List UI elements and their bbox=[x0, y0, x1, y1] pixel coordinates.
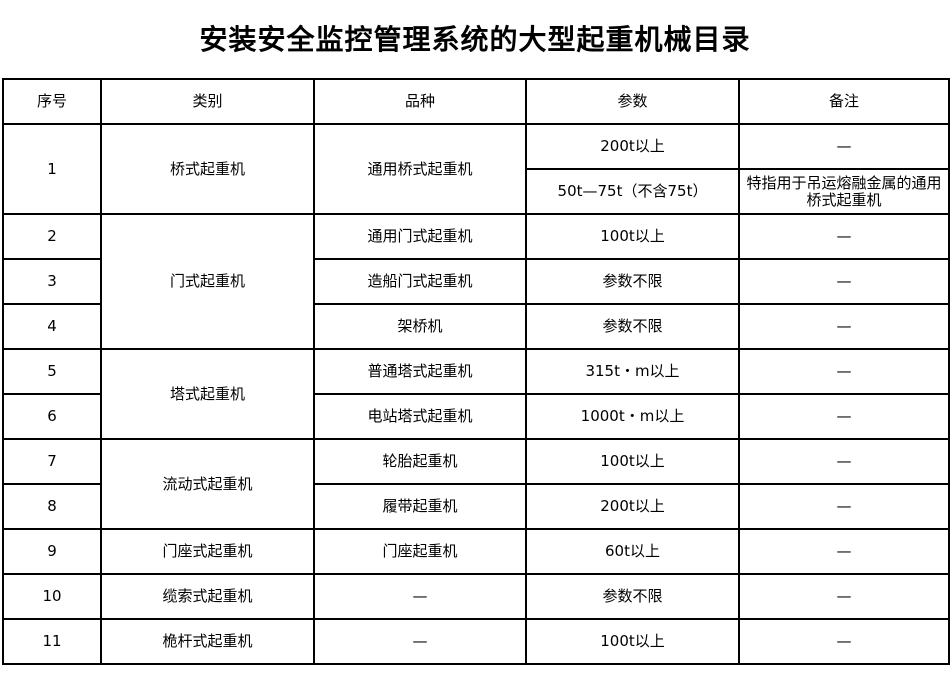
cell-category: 流动式起重机 bbox=[100, 438, 315, 530]
cell-params: 100t以上 bbox=[525, 618, 740, 665]
cell-params: 100t以上 bbox=[525, 213, 740, 260]
table-row: 50t—75t（不含75t） 特指用于吊运熔融金属的通用桥式起重机 bbox=[3, 168, 950, 215]
cell-variety: 架桥机 bbox=[313, 303, 527, 350]
cell-params: 200t以上 bbox=[525, 123, 740, 170]
table-row: 8 履带起重机 200t以上 — bbox=[2, 483, 950, 530]
cell-notes: — bbox=[738, 438, 950, 485]
cell-no: 10 bbox=[2, 573, 102, 620]
cell-notes: — bbox=[738, 573, 950, 620]
cell-variety: — bbox=[313, 618, 527, 665]
cell-params: 参数不限 bbox=[525, 258, 740, 305]
table-row: 5 塔式起重机 普通塔式起重机 315t・m以上 — bbox=[2, 348, 950, 440]
cell-variety: 普通塔式起重机 bbox=[313, 348, 527, 395]
cell-params: 100t以上 bbox=[525, 438, 740, 485]
cell-variety: 履带起重机 bbox=[313, 483, 527, 530]
cell-variety: 电站塔式起重机 bbox=[313, 393, 527, 440]
cell-category: 塔式起重机 bbox=[100, 348, 315, 440]
cell-category: 桅杆式起重机 bbox=[100, 618, 315, 665]
table-row: 7 流动式起重机 轮胎起重机 100t以上 — bbox=[2, 438, 950, 530]
header-category: 类别 bbox=[100, 78, 315, 125]
cell-no: 5 bbox=[2, 348, 102, 395]
cell-category: 门座式起重机 bbox=[100, 528, 315, 575]
cell-no: 7 bbox=[2, 438, 102, 485]
cell-variety: — bbox=[313, 573, 527, 620]
cell-params: 60t以上 bbox=[525, 528, 740, 575]
table-row: 1 桥式起重机 通用桥式起重机 200t以上 — bbox=[2, 123, 950, 215]
cell-no: 1 bbox=[2, 123, 102, 215]
cell-notes: — bbox=[738, 123, 950, 170]
header-notes: 备注 bbox=[738, 78, 950, 125]
header-variety: 品种 bbox=[313, 78, 527, 125]
cell-variety: 造船门式起重机 bbox=[313, 258, 527, 305]
cell-no: 11 bbox=[2, 618, 102, 665]
table-row: 3 造船门式起重机 参数不限 — bbox=[2, 258, 950, 305]
cell-no: 8 bbox=[2, 483, 102, 530]
cell-params: 315t・m以上 bbox=[525, 348, 740, 395]
cell-category: 缆索式起重机 bbox=[100, 573, 315, 620]
crane-catalog-table: 序号 类别 品种 参数 备注 1 桥式起重机 通用桥式起重机 200t以上 — … bbox=[2, 78, 950, 665]
cell-params: 200t以上 bbox=[525, 483, 740, 530]
cell-variety: 通用桥式起重机 bbox=[313, 123, 527, 215]
cell-notes: — bbox=[738, 303, 950, 350]
cell-no: 2 bbox=[2, 213, 102, 260]
table-row: 6 电站塔式起重机 1000t・m以上 — bbox=[2, 393, 950, 440]
cell-category: 门式起重机 bbox=[100, 213, 315, 350]
cell-no: 4 bbox=[2, 303, 102, 350]
cell-no: 3 bbox=[2, 258, 102, 305]
header-row: 序号 类别 品种 参数 备注 bbox=[2, 78, 950, 125]
cell-category: 桥式起重机 bbox=[100, 123, 315, 215]
cell-notes: — bbox=[738, 528, 950, 575]
cell-no: 9 bbox=[2, 528, 102, 575]
page-title: 安装安全监控管理系统的大型起重机械目录 bbox=[199, 23, 751, 56]
table-row: 4 架桥机 参数不限 — bbox=[2, 303, 950, 350]
cell-params: 1000t・m以上 bbox=[525, 393, 740, 440]
cell-notes: 特指用于吊运熔融金属的通用桥式起重机 bbox=[738, 168, 950, 215]
cell-params: 参数不限 bbox=[525, 303, 740, 350]
header-params: 参数 bbox=[525, 78, 740, 125]
cell-params: 参数不限 bbox=[525, 573, 740, 620]
cell-no: 6 bbox=[2, 393, 102, 440]
cell-variety: 轮胎起重机 bbox=[313, 438, 527, 485]
table-row: 9 门座式起重机 门座起重机 60t以上 — bbox=[2, 528, 950, 575]
cell-params: 50t—75t（不含75t） bbox=[525, 168, 740, 215]
cell-notes: — bbox=[738, 393, 950, 440]
cell-notes: — bbox=[738, 618, 950, 665]
cell-variety: 通用门式起重机 bbox=[313, 213, 527, 260]
cell-notes: — bbox=[738, 483, 950, 530]
cell-variety: 门座起重机 bbox=[313, 528, 527, 575]
cell-notes: — bbox=[738, 348, 950, 395]
table-row: 10 缆索式起重机 — 参数不限 — bbox=[2, 573, 950, 620]
header-no: 序号 bbox=[2, 78, 102, 125]
cell-notes: — bbox=[738, 213, 950, 260]
table-row: 11 桅杆式起重机 —100t以上 — bbox=[2, 618, 950, 665]
cell-notes: — bbox=[738, 258, 950, 305]
table-row: 2 门式起重机 通用门式起重机 100t以上 — bbox=[2, 213, 950, 350]
